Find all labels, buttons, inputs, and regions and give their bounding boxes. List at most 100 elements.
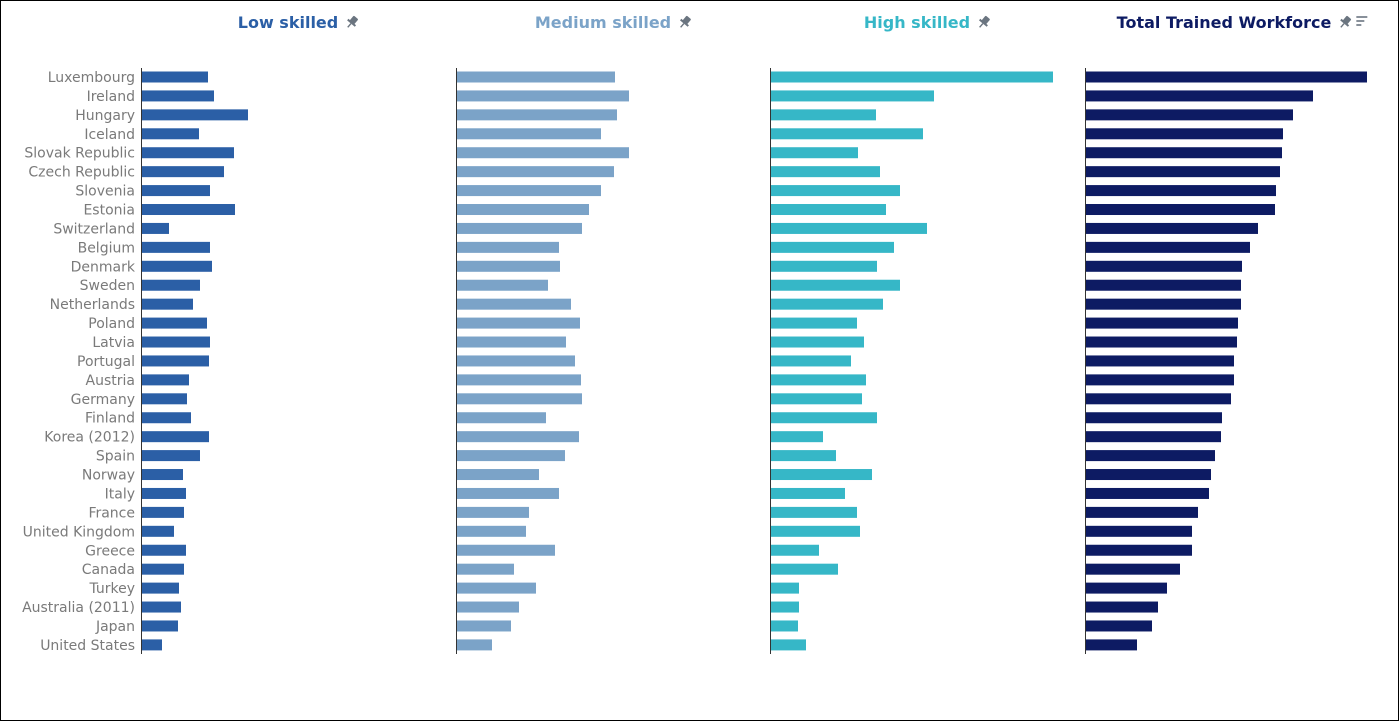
bar[interactable] xyxy=(1086,393,1231,405)
pin-icon[interactable] xyxy=(976,14,992,30)
bar[interactable] xyxy=(1086,90,1313,102)
bar[interactable] xyxy=(142,525,174,537)
bar[interactable] xyxy=(142,393,187,405)
bar[interactable] xyxy=(771,563,838,575)
bar[interactable] xyxy=(1086,450,1215,462)
bar[interactable] xyxy=(1086,582,1167,594)
bar[interactable] xyxy=(457,601,519,613)
bar[interactable] xyxy=(1086,601,1158,613)
bar[interactable] xyxy=(457,166,614,178)
bar[interactable] xyxy=(142,487,186,499)
bar[interactable] xyxy=(142,260,212,272)
bar[interactable] xyxy=(1086,355,1234,367)
bar[interactable] xyxy=(457,563,514,575)
bar[interactable] xyxy=(771,582,799,594)
bar[interactable] xyxy=(771,241,894,253)
bar[interactable] xyxy=(1086,639,1137,651)
bar[interactable] xyxy=(771,71,1053,83)
bar[interactable] xyxy=(1086,204,1275,216)
bar[interactable] xyxy=(142,185,210,197)
bar[interactable] xyxy=(1086,374,1234,386)
bar[interactable] xyxy=(771,185,900,197)
bar[interactable] xyxy=(142,431,209,443)
bar[interactable] xyxy=(1086,336,1237,348)
bar[interactable] xyxy=(457,279,548,291)
bar[interactable] xyxy=(771,639,806,651)
bar[interactable] xyxy=(457,450,565,462)
bar[interactable] xyxy=(457,71,615,83)
bar[interactable] xyxy=(771,431,823,443)
bar[interactable] xyxy=(457,90,629,102)
bar[interactable] xyxy=(771,222,927,234)
bar[interactable] xyxy=(142,601,181,613)
bar[interactable] xyxy=(1086,71,1367,83)
bar[interactable] xyxy=(771,260,877,272)
bar[interactable] xyxy=(457,336,566,348)
pin-icon[interactable] xyxy=(677,14,693,30)
bar[interactable] xyxy=(142,204,235,216)
bar[interactable] xyxy=(457,582,536,594)
bar[interactable] xyxy=(457,317,580,329)
bar[interactable] xyxy=(457,487,559,499)
bar[interactable] xyxy=(142,355,209,367)
bar[interactable] xyxy=(142,166,224,178)
bar[interactable] xyxy=(457,241,559,253)
bar[interactable] xyxy=(1086,185,1276,197)
bar[interactable] xyxy=(457,204,589,216)
bar[interactable] xyxy=(1086,487,1209,499)
panel-title[interactable]: Total Trained Workforce xyxy=(1117,13,1332,32)
bar[interactable] xyxy=(457,222,582,234)
panel-title[interactable]: Low skilled xyxy=(238,13,338,32)
pin-icon[interactable] xyxy=(344,14,360,30)
bar[interactable] xyxy=(457,298,571,310)
bar[interactable] xyxy=(142,71,208,83)
bar[interactable] xyxy=(1086,147,1282,159)
bar[interactable] xyxy=(771,166,880,178)
bar[interactable] xyxy=(771,487,845,499)
bar[interactable] xyxy=(457,506,529,518)
bar[interactable] xyxy=(771,109,876,121)
bar[interactable] xyxy=(1086,525,1192,537)
bar[interactable] xyxy=(771,450,836,462)
bar[interactable] xyxy=(142,222,169,234)
bar[interactable] xyxy=(457,544,555,556)
bar[interactable] xyxy=(771,204,886,216)
bar[interactable] xyxy=(142,412,191,424)
bar[interactable] xyxy=(1086,109,1293,121)
panel-title[interactable]: Medium skilled xyxy=(535,13,671,32)
bar[interactable] xyxy=(1086,241,1250,253)
bar[interactable] xyxy=(142,639,162,651)
bar[interactable] xyxy=(1086,260,1242,272)
bar[interactable] xyxy=(1086,166,1280,178)
bar[interactable] xyxy=(142,544,186,556)
bar[interactable] xyxy=(1086,563,1180,575)
bar[interactable] xyxy=(457,431,579,443)
bar[interactable] xyxy=(1086,412,1222,424)
bar[interactable] xyxy=(142,241,210,253)
bar[interactable] xyxy=(771,469,872,481)
bar[interactable] xyxy=(771,128,923,140)
bar[interactable] xyxy=(1086,128,1283,140)
bar[interactable] xyxy=(1086,298,1241,310)
bar[interactable] xyxy=(771,525,860,537)
bar[interactable] xyxy=(771,601,799,613)
bar[interactable] xyxy=(457,393,582,405)
bar[interactable] xyxy=(771,317,857,329)
bar[interactable] xyxy=(142,450,200,462)
bar[interactable] xyxy=(771,298,883,310)
bar[interactable] xyxy=(1086,469,1211,481)
pin-icon[interactable] xyxy=(1337,14,1353,30)
bar[interactable] xyxy=(771,393,862,405)
bar[interactable] xyxy=(142,506,184,518)
bar[interactable] xyxy=(1086,279,1241,291)
bar[interactable] xyxy=(457,109,617,121)
bar[interactable] xyxy=(771,336,864,348)
bar[interactable] xyxy=(771,355,851,367)
bar[interactable] xyxy=(771,544,819,556)
bar[interactable] xyxy=(142,336,210,348)
bar[interactable] xyxy=(771,279,900,291)
bar[interactable] xyxy=(142,582,179,594)
bar[interactable] xyxy=(457,128,601,140)
bar[interactable] xyxy=(1086,222,1258,234)
bar[interactable] xyxy=(142,279,200,291)
